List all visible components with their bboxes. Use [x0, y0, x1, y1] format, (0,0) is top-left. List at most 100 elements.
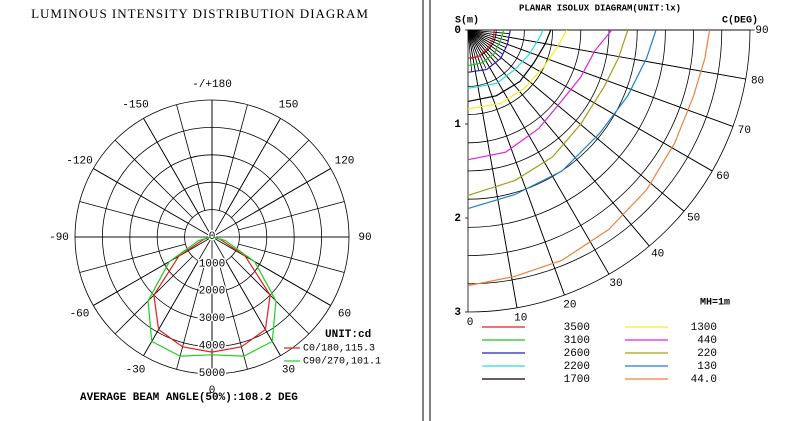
legend-label: 440	[697, 335, 717, 347]
grid-spoke	[79, 201, 186, 231]
angle-grid-line	[467, 29, 518, 308]
chart-title: LUMINOUS INTENSITY DISTRIBUTION DIAGRAM	[31, 6, 369, 21]
grid-arc	[467, 29, 751, 313]
y-tick-label: 2	[454, 213, 461, 225]
legend-label: C0/180,115.3	[303, 343, 375, 355]
angle-tick-label: 0	[209, 385, 216, 397]
grid-spoke	[238, 243, 345, 273]
intensity-curve	[147, 236, 277, 357]
annotation: AVERAGE BEAM ANGLE(50%):108.2 DEG	[80, 392, 298, 404]
grid-spoke	[218, 104, 248, 211]
angle-grid-line	[93, 236, 213, 306]
isolux-contour	[467, 29, 511, 73]
angle-tick-label: 10	[514, 312, 527, 324]
angle-tick-label: 40	[651, 249, 664, 261]
unit-label: UNIT:cd	[325, 329, 371, 341]
isolux-contour	[467, 29, 495, 59]
r-tick-label: 1000	[199, 258, 225, 270]
angle-tick-label: -30	[126, 364, 146, 376]
x-axis-label: C(DEG)	[722, 15, 758, 27]
chart-title: PLANAR ISOLUX DIAGRAM(UNIT:lx)	[519, 3, 681, 13]
grid-spoke	[79, 243, 186, 273]
legend-label: 3500	[564, 322, 590, 334]
angle-grid-line	[143, 236, 213, 356]
legend-label: 1700	[564, 374, 590, 386]
r-tick-label: 3000	[199, 313, 225, 325]
grid-arc	[467, 29, 553, 115]
angle-tick-label: 50	[687, 213, 700, 225]
angle-grid-line	[211, 118, 281, 238]
isolux-contour	[467, 29, 629, 197]
legend-label: 2600	[564, 348, 590, 360]
angle-tick-label: 60	[338, 308, 351, 320]
intensity-curve	[153, 236, 271, 353]
r-tick-label: 5000	[199, 368, 225, 380]
isolux-contour	[467, 29, 568, 110]
grid-spoke	[176, 263, 206, 370]
r-tick-label: 2000	[199, 286, 225, 298]
isolux-contour	[467, 29, 657, 210]
angle-tick-label: 120	[335, 155, 355, 167]
angle-tick-label: 30	[282, 364, 295, 376]
angle-grid-line	[467, 29, 650, 247]
isolux-contour	[467, 29, 552, 103]
grid-arc	[467, 29, 582, 144]
angle-grid-line	[467, 29, 746, 80]
legend-label: 220	[697, 348, 717, 360]
grid-arc	[467, 29, 525, 87]
grid-spoke	[467, 29, 509, 42]
legend-label: 1300	[691, 322, 717, 334]
angle-tick-label: -60	[70, 308, 90, 320]
annotation: MH=1m	[700, 298, 730, 309]
angle-grid-line	[467, 29, 685, 212]
grid-arc	[467, 29, 666, 228]
angle-grid-line	[211, 236, 281, 356]
isolux-contour	[467, 29, 505, 67]
grid-arc	[467, 29, 694, 256]
angle-tick-label: 90	[358, 232, 371, 244]
angle-tick-label: -150	[122, 99, 148, 111]
angle-tick-label: -90	[49, 232, 69, 244]
grid-spoke	[231, 139, 310, 218]
y-axis-label: S(m)	[455, 15, 479, 27]
grid-spoke	[467, 29, 503, 55]
y-tick-label: 1	[454, 119, 461, 131]
isolux-contour	[467, 29, 613, 161]
grid-spoke	[114, 139, 193, 218]
angle-grid-line	[467, 29, 565, 296]
angle-tick-label: 20	[563, 299, 576, 311]
legend-label: 2200	[564, 361, 590, 373]
grid-spoke	[467, 29, 507, 49]
angle-grid-line	[467, 29, 734, 127]
legend-label: 130	[697, 361, 717, 373]
angle-tick-label: 80	[751, 76, 764, 88]
legend-label: 3100	[564, 335, 590, 347]
angle-tick-label: -/+180	[192, 79, 232, 91]
r-tick-label: 0	[209, 231, 216, 243]
angle-grid-line	[211, 168, 331, 238]
y-tick-label: 0	[454, 25, 461, 37]
grid-arc	[467, 29, 610, 172]
isolux-contour	[467, 29, 711, 287]
grid-spoke	[176, 104, 206, 211]
legend-label: C90/270,101.1	[303, 356, 381, 368]
angle-tick-label: 90	[755, 25, 768, 37]
angle-tick-label: 150	[279, 99, 299, 111]
angle-grid-line	[143, 118, 213, 238]
angle-tick-label: 0	[467, 317, 474, 329]
grid-arc	[467, 29, 638, 200]
isolux-contour	[467, 29, 544, 89]
angle-grid-line	[211, 236, 331, 306]
grid-spoke	[238, 201, 345, 231]
angle-tick-label: 70	[738, 125, 751, 137]
angle-tick-label: 30	[609, 278, 622, 290]
angle-tick-label: -120	[66, 155, 92, 167]
y-tick-label: 3	[454, 307, 461, 319]
angle-grid-line	[467, 29, 610, 275]
grid-arc	[467, 29, 723, 285]
grid-spoke	[218, 263, 248, 370]
legend-label: 44.0	[691, 374, 717, 386]
angle-grid-line	[93, 168, 213, 238]
